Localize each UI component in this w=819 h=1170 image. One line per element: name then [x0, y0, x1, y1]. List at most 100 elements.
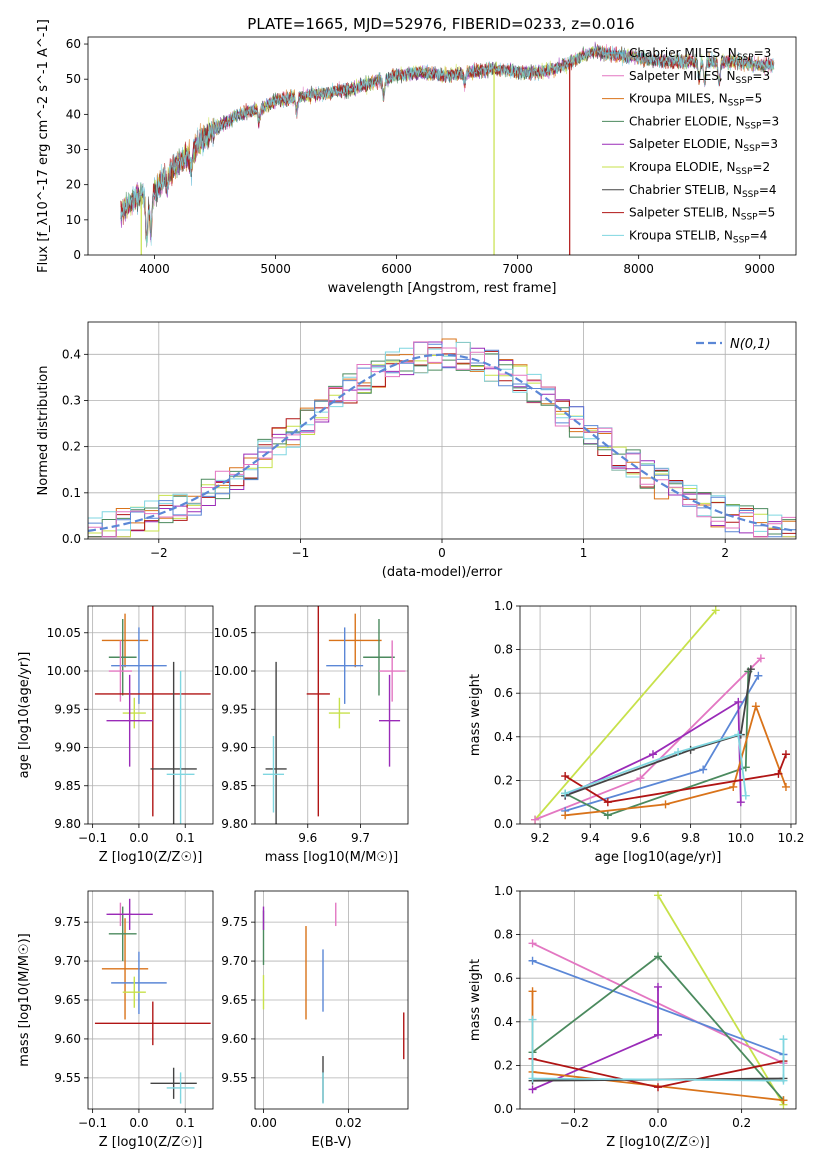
plus-marker — [674, 748, 683, 757]
x-tick-label: 9000 — [744, 262, 775, 276]
x-tick-label: 0.02 — [335, 1116, 362, 1130]
axes-frame — [87, 890, 214, 1110]
legend-subscript: SSP — [728, 99, 745, 109]
legend-entry: Chabrier STELIB, NSSP=4 — [629, 183, 777, 200]
x-tick-label: 9.2 — [531, 831, 550, 845]
legend-subscript: SSP — [745, 121, 762, 131]
x-axis-label: age [log10(age/yr)] — [595, 850, 722, 865]
plus-marker — [561, 811, 570, 820]
plot-spectrum: 4000 5000 6000 7000 8000 9000 0 10 20 30 40 50 60 wav… — [36, 19, 797, 296]
x-tick-label: 9.4 — [581, 831, 600, 845]
y-tick-label: 1.0 — [494, 599, 513, 613]
y-tick-label: 0.1 — [62, 486, 81, 500]
y-tick-label: 10.05 — [214, 626, 248, 640]
plot-area — [88, 891, 213, 1109]
y-tick-label: 9.65 — [221, 993, 248, 1007]
plus-marker — [774, 769, 783, 778]
plus-marker — [751, 702, 760, 711]
plus-marker — [531, 815, 540, 824]
y-tick-label: 40 — [66, 107, 81, 121]
legend-subscript: SSP — [737, 53, 754, 63]
y-tick-label: 20 — [66, 178, 81, 192]
x-tick-label: 1 — [580, 546, 588, 560]
weight-line — [564, 675, 760, 812]
plus-marker — [528, 956, 537, 965]
legend-value: =3 — [754, 46, 772, 60]
plots-container: 4000 5000 6000 7000 8000 90000102030405060wav… — [17, 19, 804, 1150]
y-axis-label: age [log10(age/yr)] — [17, 652, 32, 779]
x-tick-label: 9.6 — [631, 831, 650, 845]
x-tick-label: 0.0 — [648, 1116, 667, 1130]
plot-weight-vs-age: 9.2 9.4 9.6 9.8 10.0 10.2 0.0 0.2 0.4 0.6 0.8 1.0 ag… — [468, 599, 804, 865]
plus-marker — [754, 671, 763, 680]
legend-entry: Kroupa MILES, NSSP=5 — [629, 92, 762, 109]
plus-marker — [779, 1076, 788, 1085]
x-tick-label: 7000 — [502, 262, 533, 276]
y-tick-label: 0.8 — [494, 928, 513, 942]
legend-value: =3 — [761, 114, 779, 128]
plot-area — [88, 606, 213, 824]
plot-area — [120, 41, 775, 255]
legend-subscript: SSP — [736, 76, 753, 86]
legend-value: =4 — [759, 183, 777, 197]
x-axis-label: mass [log10(M/M☉)] — [265, 850, 398, 865]
weight-line — [534, 609, 717, 821]
y-tick-label: 0.0 — [494, 817, 513, 831]
plot-age-vs-mass: 9.6 9.7 9.80 9.85 9.90 9.95 10.00 10.05 mass [lo… — [214, 605, 409, 865]
weight-line — [564, 753, 787, 804]
x-axis-label: Z [log10(Z/Z☉)] — [606, 1135, 710, 1150]
plus-marker — [781, 750, 790, 759]
y-tick-label: 9.85 — [221, 779, 248, 793]
legend-subscript: SSP — [733, 235, 750, 245]
y-tick-label: 0 — [73, 248, 81, 262]
weight-line — [564, 733, 747, 796]
plus-marker — [528, 987, 537, 996]
legend-value: =4 — [750, 228, 768, 242]
y-tick-label: 10 — [66, 213, 81, 227]
weight-line — [565, 703, 787, 817]
y-tick-label: 9.80 — [221, 817, 248, 831]
x-tick-label: 0.2 — [732, 1116, 751, 1130]
plot-area — [520, 891, 796, 1109]
plus-marker — [729, 782, 738, 791]
x-tick-label: 0.1 — [176, 1116, 195, 1130]
legend-entry: Kroupa STELIB, NSSP=4 — [629, 228, 767, 245]
y-tick-label: 9.60 — [221, 1032, 248, 1046]
y-axis-label: Flux [f_λ10^-17 erg cm^-2 s^-1 A^-1] — [36, 19, 51, 273]
plus-marker — [654, 982, 662, 991]
weight-line — [657, 894, 785, 1106]
y-tick-label: 9.80 — [54, 817, 81, 831]
weight-line — [564, 669, 752, 797]
gaussian-curve — [88, 353, 794, 532]
plus-marker — [528, 1085, 537, 1094]
legend-entry: Salpeter STELIB, NSSP=5 — [629, 206, 775, 223]
x-tick-label: −0.1 — [78, 831, 107, 845]
y-tick-label: 0.4 — [62, 347, 81, 361]
x-tick-label: 9.7 — [351, 831, 370, 845]
legend-entry: Salpeter MILES, NSSP=3 — [629, 69, 770, 86]
x-tick-label: 10.2 — [778, 831, 805, 845]
x-tick-label: −2 — [150, 546, 168, 560]
axes-frame — [87, 605, 214, 825]
y-tick-label: 0.6 — [494, 971, 513, 985]
plus-marker — [654, 891, 662, 900]
y-tick-label: 9.90 — [54, 741, 81, 755]
x-tick-label: −0.1 — [78, 1116, 107, 1130]
legend-entry: Chabrier ELODIE, NSSP=3 — [629, 114, 779, 131]
plus-marker — [736, 798, 745, 807]
plot-area — [255, 606, 408, 824]
weight-line — [531, 1019, 785, 1082]
plus-marker — [756, 654, 765, 663]
y-tick-label: 9.95 — [221, 702, 248, 716]
plus-marker — [603, 798, 612, 807]
x-tick-label: 9.8 — [681, 831, 700, 845]
x-tick-label: 0.0 — [129, 831, 148, 845]
plot-mass-vs-Z: −0.1 0.0 0.1 9.55 9.60 9.65 9.70 9.75 Z [log10(Z… — [17, 890, 214, 1150]
axes-frame — [87, 321, 797, 540]
x-tick-label: 6000 — [381, 262, 412, 276]
legend-subscript: SSP — [741, 213, 758, 223]
plus-marker — [661, 800, 670, 809]
x-axis-label: wavelength [Angstrom, rest frame] — [328, 281, 557, 296]
x-tick-label: −0.2 — [560, 1116, 589, 1130]
